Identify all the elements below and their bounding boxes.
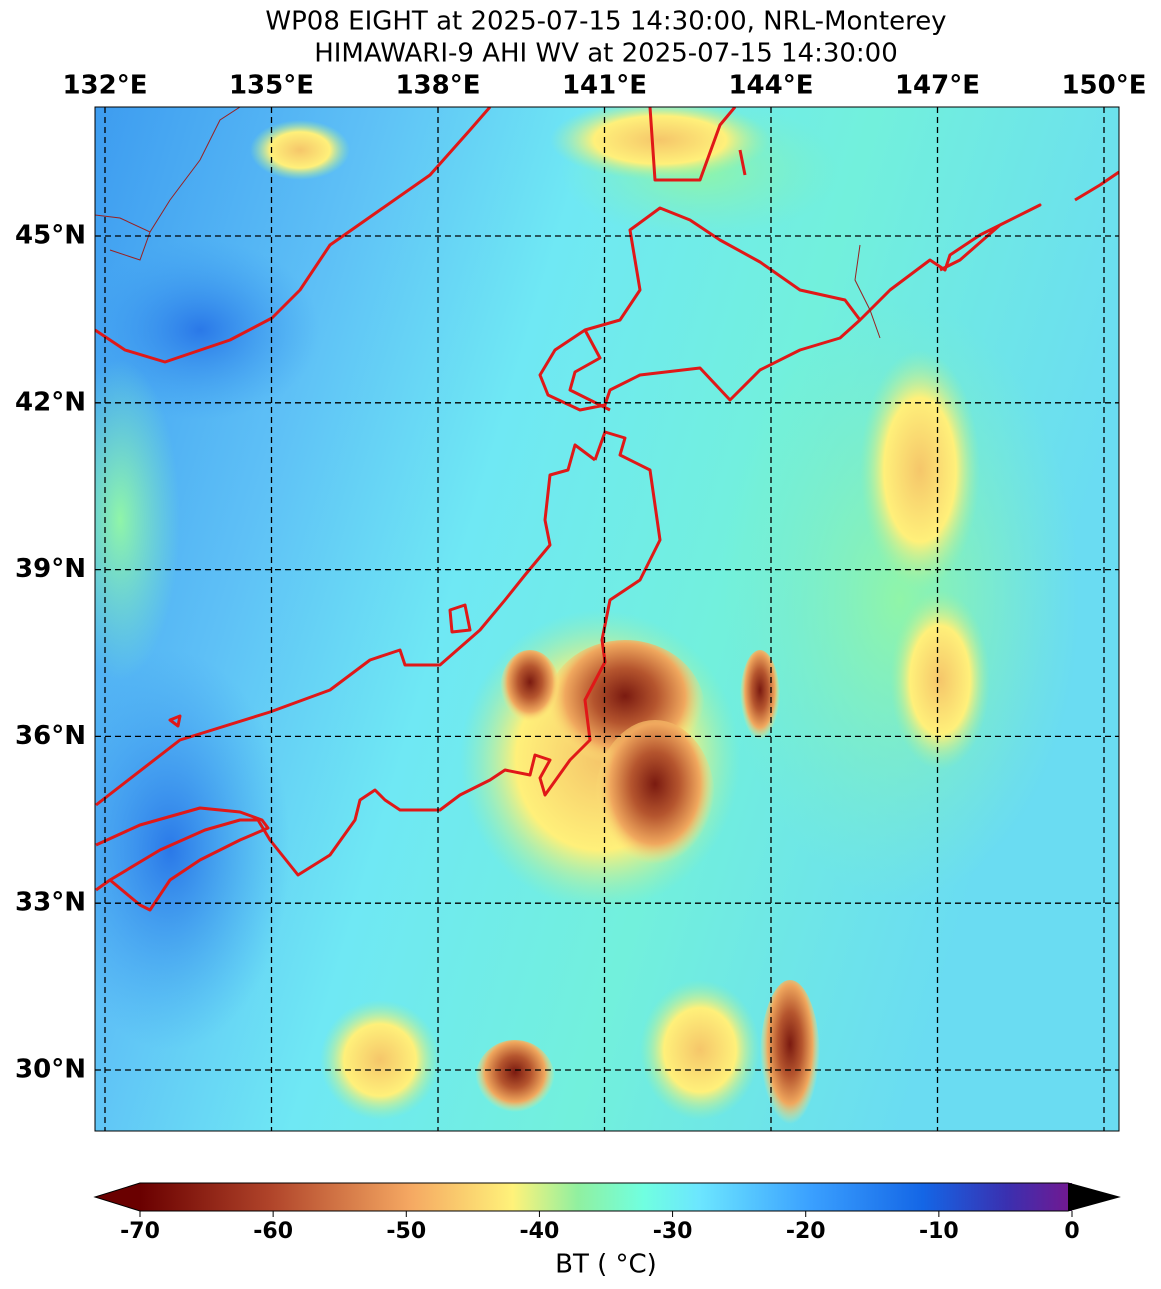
lon-label: 138°E [395, 71, 480, 101]
lon-label: 147°E [895, 71, 980, 101]
lon-label: 144°E [728, 71, 813, 101]
colorbar-label: BT ( °C) [555, 1250, 657, 1280]
colorbar-tick-label: -70 [120, 1219, 160, 1244]
lat-label: 30°N [15, 1055, 86, 1085]
colorbar: BT ( °C) -70 -60 -50 -40 -30 -20 -10 0 [93, 1182, 1121, 1280]
lat-label: 42°N [15, 387, 86, 417]
lat-label: 39°N [15, 554, 86, 584]
lat-label: 33°N [15, 888, 86, 918]
lon-label: 132°E [62, 71, 147, 101]
colorbar-tick-label: -40 [520, 1219, 560, 1244]
colorbar-outline [93, 1182, 1121, 1212]
colorbar-tick-label: 0 [1064, 1219, 1079, 1244]
satellite-image [95, 107, 1119, 1131]
lon-label: 141°E [562, 71, 647, 101]
colorbar-tick-label: -50 [386, 1219, 426, 1244]
lat-label: 45°N [15, 221, 86, 251]
title-line: WP08 EIGHT at 2025-07-15 14:30:00, NRL-M… [265, 7, 946, 37]
map-frame [94, 106, 1120, 1132]
colorbar-ramp [140, 1183, 1072, 1211]
title-line: HIMAWARI-9 AHI WV at 2025-07-15 14:30:00 [314, 39, 898, 69]
lon-label: 135°E [229, 71, 314, 101]
lat-label: 36°N [15, 721, 86, 751]
graticule: 132°E 135°E 138°E 141°E 144°E 147°E 150°E 45°N 4… [15, 71, 1147, 1131]
colorbar-tick-label: -60 [253, 1219, 293, 1244]
colorbar-tick-label: -30 [653, 1219, 693, 1244]
lon-label: 150°E [1061, 71, 1146, 101]
colorbar-extend-low [95, 1183, 140, 1211]
colorbar-tick-label: -20 [786, 1219, 826, 1244]
colorbar-extend-high [1068, 1183, 1119, 1211]
colorbar-tick-label: -10 [919, 1219, 959, 1244]
